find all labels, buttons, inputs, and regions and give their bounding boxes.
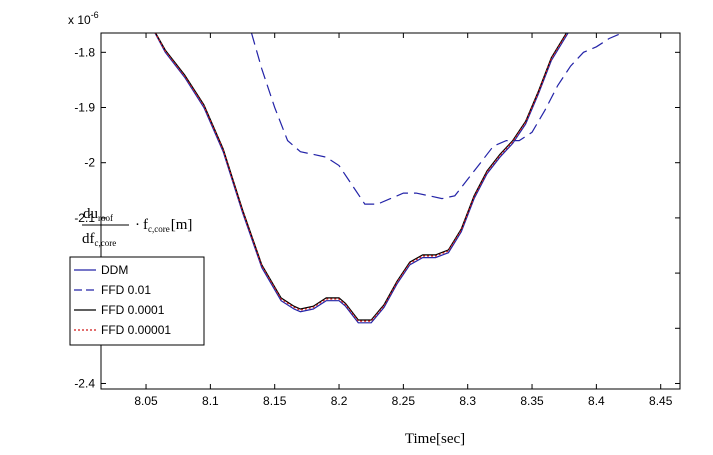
plot-frame (100, 32, 681, 390)
legend-box (69, 256, 205, 346)
x-tick-label: 8.25 (392, 394, 416, 408)
x-tick-label: 8.2 (331, 394, 348, 408)
series-layer (154, 33, 623, 324)
x-tick-label: 8.05 (134, 394, 158, 408)
x-tick-label: 8.35 (520, 394, 544, 408)
x-axis-title: Time[sec] (405, 431, 465, 447)
x-tick-label: 8.1 (202, 394, 219, 408)
x-tick-label: 8.15 (263, 394, 287, 408)
y-tick-label: -2 (84, 156, 95, 170)
x-tick-label: 8.4 (588, 394, 605, 408)
series-line-1 (250, 33, 623, 205)
y-tick-label: -2.4 (74, 376, 95, 390)
x-tick-label: 8.3 (459, 394, 476, 408)
exponent-label: x 10-6 (68, 10, 99, 27)
legend-label: FFD 0.0001 (101, 303, 165, 317)
legend-label: FFD 0.00001 (101, 323, 171, 337)
legend-label: FFD 0.01 (101, 283, 151, 297)
y-tick-label: -1.9 (74, 101, 95, 115)
series-line-2 (154, 33, 568, 321)
legend: DDM FFD 0.01 FFD 0.0001 FFD 0.00001 (69, 256, 205, 346)
ylabel-multiplier: · fc,core[m] (135, 217, 192, 234)
legend-label: DDM (101, 263, 128, 277)
ylabel-numerator: duroof (83, 206, 113, 223)
y-tick-label: -1.8 (74, 45, 95, 59)
y-tick-label: -2.1 (74, 211, 95, 225)
x-axis: 8.05 8.1 8.15 8.2 8.25 8.3 8.35 8.4 8.45 (134, 33, 673, 408)
y-axis-title: duroof dfc,core · fc,core[m] (82, 206, 192, 248)
series-line-3 (154, 33, 568, 322)
x-tick-label: 8.45 (649, 394, 673, 408)
ylabel-denominator: dfc,core (82, 231, 116, 248)
